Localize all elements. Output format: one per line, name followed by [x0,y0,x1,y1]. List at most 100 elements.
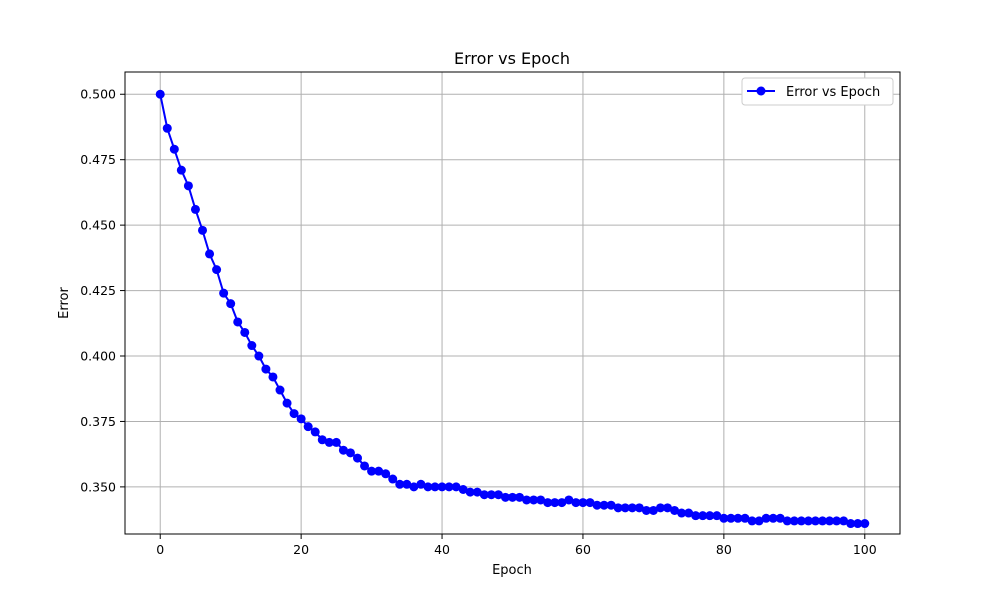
data-point [444,482,454,492]
data-point [578,498,588,508]
data-point [388,474,398,484]
data-point [247,341,257,351]
y-tick-label: 0.500 [80,87,116,102]
data-point [296,414,306,424]
data-point [648,505,658,515]
data-point [726,513,736,523]
data-point [529,495,539,505]
data-point [550,498,560,508]
data-point [331,437,341,447]
data-point [162,123,172,133]
data-point [430,482,440,492]
y-axis-title: Error [57,287,72,319]
data-point [198,225,207,235]
data-point [324,437,334,447]
data-point [451,482,461,492]
data-point [818,516,827,526]
data-point [634,503,644,513]
data-point [641,505,651,515]
y-tick-label: 0.475 [80,152,116,167]
data-point [839,516,849,526]
data-point [846,519,856,529]
data-point [522,495,532,505]
data-point [500,492,510,502]
data-point [303,422,313,432]
data-point [515,492,525,502]
data-point [761,513,771,523]
series-layer [155,89,870,529]
data-point [282,398,292,408]
y-tick-label: 0.450 [80,218,116,233]
data-point [479,490,489,500]
x-tick-label: 0 [156,542,164,557]
plot-frame [124,71,901,535]
data-point [416,479,426,489]
data-point [663,503,672,513]
data-point [860,519,870,529]
legend: Error vs Epoch [741,77,894,106]
data-point [381,469,391,479]
data-point [486,490,496,500]
data-point [782,516,792,526]
data-point [169,144,179,154]
x-tick-label: 100 [853,542,877,557]
data-point [472,487,482,497]
x-tick-label: 20 [293,542,309,557]
data-point [183,181,193,191]
grid [125,72,900,534]
data-point [543,498,553,508]
y-tick-label: 0.425 [80,283,116,298]
data-point [353,453,362,463]
data-point [508,492,517,502]
data-point [155,89,165,99]
chart-title: Error vs Epoch [454,49,570,68]
data-point [367,466,377,476]
data-point [219,288,229,298]
data-point [705,511,715,521]
data-point [338,445,348,455]
data-point [599,500,609,510]
x-tick-label: 80 [716,542,732,557]
data-point [571,498,581,508]
data-point [564,495,574,505]
data-point [620,503,630,513]
data-point [754,516,764,526]
data-point [395,479,405,489]
y-tick-label: 0.400 [80,349,116,364]
data-point [310,427,320,437]
data-point [684,508,694,518]
data-point [423,482,433,492]
data-point [176,165,186,175]
data-point [733,513,743,523]
data-point [832,516,842,526]
data-point [345,448,355,458]
data-point [261,364,271,374]
x-axis: 0 20 40 60 80 100 [156,534,877,557]
data-point [613,503,623,513]
data-point [493,490,503,500]
data-point [536,495,546,505]
plot-area [125,72,900,534]
legend-label: Error vs Epoch [786,85,880,100]
data-point [268,372,278,382]
data-point [254,351,264,361]
data-point [233,317,243,327]
data-point [803,516,813,526]
data-point [592,500,602,510]
data-point [212,265,222,275]
data-point [458,485,468,494]
data-point [670,505,680,515]
data-point [775,513,785,523]
data-point [825,516,835,526]
x-tick-label: 40 [434,542,450,557]
data-point [740,513,750,523]
y-tick-label: 0.350 [80,479,116,494]
data-point [190,204,200,214]
data-point [655,503,665,513]
data-point [226,299,236,309]
data-point [409,482,419,492]
data-point [719,513,729,523]
data-point [289,409,299,419]
y-tick-label: 0.375 [80,414,116,429]
data-point [585,498,595,508]
